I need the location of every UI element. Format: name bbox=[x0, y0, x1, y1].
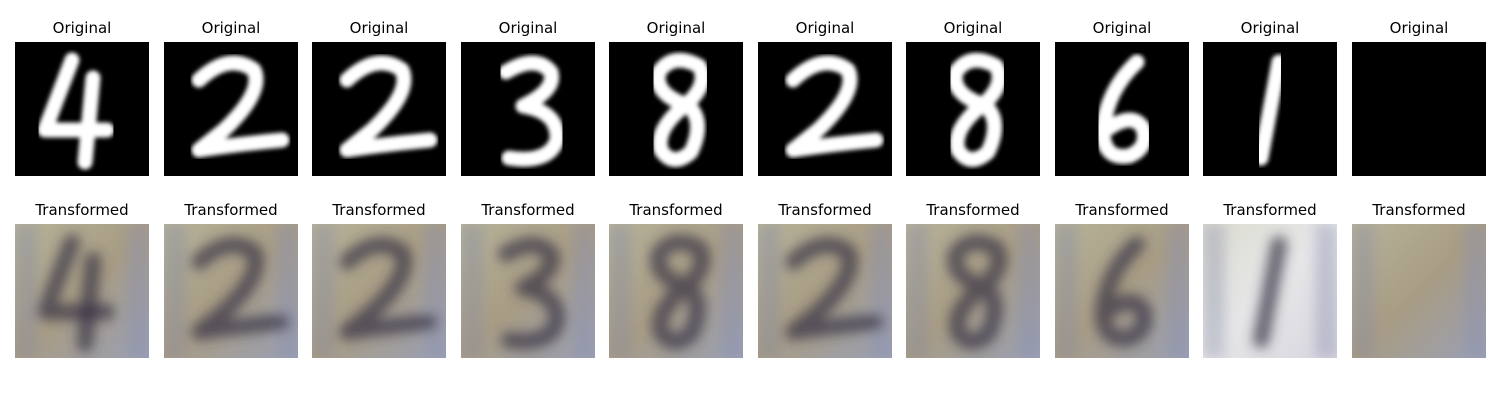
transformed-title-1: Transformed bbox=[35, 201, 129, 219]
transformed-image-10 bbox=[1352, 224, 1486, 358]
original-title-1: Original bbox=[52, 19, 112, 37]
original-image-3 bbox=[312, 42, 446, 176]
original-image-5 bbox=[609, 42, 743, 176]
transformed-image-4 bbox=[461, 224, 595, 358]
transformed-title-6: Transformed bbox=[778, 201, 872, 219]
transformed-title-3: Transformed bbox=[332, 201, 426, 219]
original-title-6: Original bbox=[795, 19, 855, 37]
original-title-8: Original bbox=[1092, 19, 1152, 37]
transformed-image-6 bbox=[758, 224, 892, 358]
original-title-2: Original bbox=[201, 19, 261, 37]
original-title-7: Original bbox=[943, 19, 1003, 37]
transformed-image-9 bbox=[1203, 224, 1337, 358]
transformed-image-2 bbox=[164, 224, 298, 358]
original-image-2 bbox=[164, 42, 298, 176]
transformed-title-2: Transformed bbox=[184, 201, 278, 219]
transformed-title-8: Transformed bbox=[1075, 201, 1169, 219]
original-image-8 bbox=[1055, 42, 1189, 176]
transformed-image-1 bbox=[15, 224, 149, 358]
original-title-9: Original bbox=[1240, 19, 1300, 37]
original-title-3: Original bbox=[349, 19, 409, 37]
original-title-10: Original bbox=[1389, 19, 1449, 37]
transformed-image-3 bbox=[312, 224, 446, 358]
original-title-5: Original bbox=[646, 19, 706, 37]
original-image-7 bbox=[906, 42, 1040, 176]
original-title-4: Original bbox=[498, 19, 558, 37]
transformed-title-9: Transformed bbox=[1223, 201, 1317, 219]
transformed-image-8 bbox=[1055, 224, 1189, 358]
original-image-1 bbox=[15, 42, 149, 176]
transformed-title-7: Transformed bbox=[926, 201, 1020, 219]
original-image-9 bbox=[1203, 42, 1337, 176]
transformed-title-10: Transformed bbox=[1372, 201, 1466, 219]
transformed-image-7 bbox=[906, 224, 1040, 358]
transformed-image-5 bbox=[609, 224, 743, 358]
transformed-title-5: Transformed bbox=[629, 201, 723, 219]
original-image-4 bbox=[461, 42, 595, 176]
original-image-10 bbox=[1352, 42, 1486, 176]
original-image-6 bbox=[758, 42, 892, 176]
transformed-title-4: Transformed bbox=[481, 201, 575, 219]
